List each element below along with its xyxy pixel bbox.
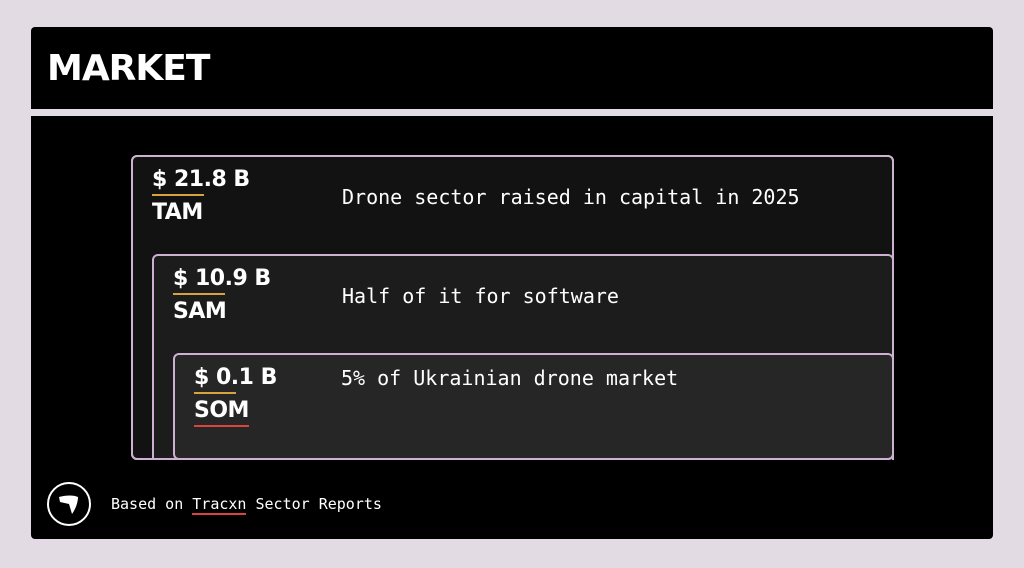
market-slide: MARKET $ 21.8 B TAM Drone sector raised … — [31, 27, 993, 539]
som-metric: $ 0.1 B SOM — [194, 365, 277, 427]
arrow-logo-icon — [47, 482, 91, 526]
sam-description: Half of it for software — [342, 284, 619, 308]
tam-label: TAM — [152, 200, 203, 225]
source-suffix: Sector Reports — [246, 495, 382, 513]
sam-label: SAM — [173, 299, 227, 324]
tam-metric: $ 21.8 B TAM — [152, 167, 250, 225]
sam-value-underline — [173, 293, 225, 295]
market-sizing-nest: $ 21.8 B TAM Drone sector raised in capi… — [31, 27, 993, 460]
divider — [31, 109, 993, 116]
source-link[interactable]: Tracxn — [192, 495, 247, 515]
som-value-underline — [194, 392, 236, 394]
source-prefix: Based on — [111, 495, 193, 513]
footer: Based on Tracxn Sector Reports — [47, 482, 382, 526]
tam-description: Drone sector raised in capital in 2025 — [342, 185, 800, 209]
source-note: Based on Tracxn Sector Reports — [111, 495, 382, 515]
tam-value-underline — [152, 194, 204, 196]
som-description: 5% of Ukrainian drone market — [341, 366, 679, 390]
som-label: SOM — [194, 398, 249, 427]
sam-metric: $ 10.9 B SAM — [173, 266, 271, 324]
page-title: MARKET — [47, 47, 210, 89]
sam-value: $ 10.9 B — [173, 266, 271, 291]
tam-value: $ 21.8 B — [152, 167, 250, 192]
som-box — [173, 353, 894, 460]
title-bar: MARKET — [31, 27, 993, 109]
som-value: $ 0.1 B — [194, 365, 277, 390]
